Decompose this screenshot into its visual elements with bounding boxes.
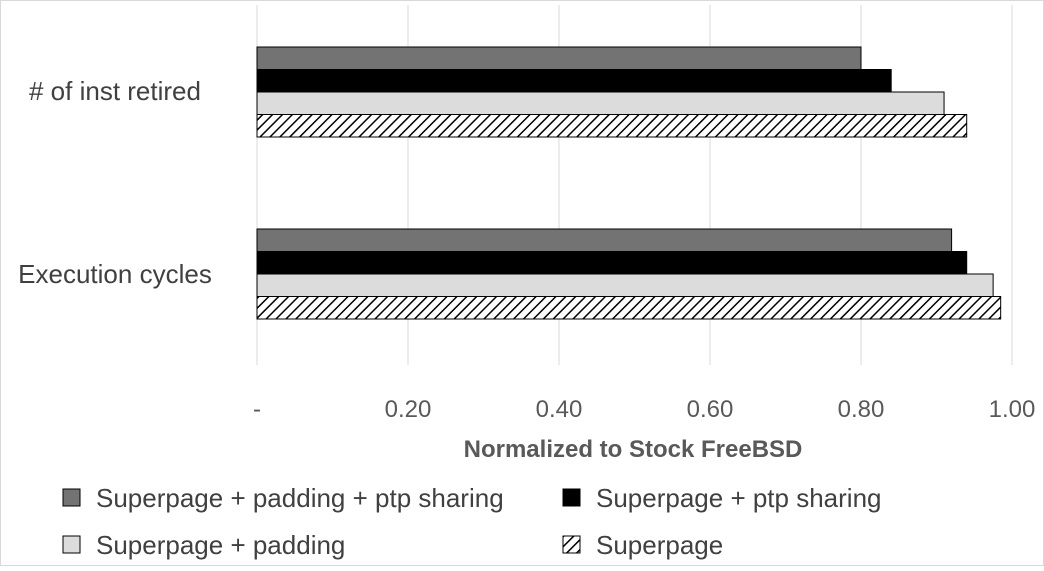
legend-label: Superpage + padding + ptp sharing [96, 483, 504, 513]
bars [256, 46, 1002, 320]
x-axis-title: Normalized to Stock FreeBSD [464, 436, 803, 463]
bar-superpage-padding-ptp-sharing [256, 228, 953, 252]
legend-label: Superpage [596, 530, 723, 560]
legend-swatch [62, 488, 81, 507]
category-label: # of inst retired [29, 76, 201, 106]
bar-superpage [256, 296, 1002, 320]
bar-superpage-ptp-sharing [256, 69, 892, 93]
x-tick-label: 0.20 [385, 396, 432, 423]
legend-swatch [62, 535, 81, 554]
legend-label: Superpage + padding [96, 530, 345, 560]
x-tick-label: 0.40 [536, 396, 583, 423]
x-tick-label: 0.60 [687, 396, 734, 423]
category-label: Execution cycles [18, 259, 212, 289]
x-tick-labels: - 0.20 0.40 0.60 0.80 1.00 [253, 396, 1035, 423]
legend-swatch [562, 535, 581, 554]
category-labels: # of inst retired Execution cycles [18, 76, 212, 289]
x-tick-label: - [253, 396, 261, 423]
legend-label: Superpage + ptp sharing [596, 483, 882, 513]
bar-superpage-padding [256, 273, 994, 297]
legend: Superpage + padding + ptp sharing Superpa… [62, 483, 882, 560]
bar-superpage [256, 114, 968, 138]
legend-swatch [562, 488, 581, 507]
bar-superpage-padding-ptp-sharing [256, 46, 862, 70]
bar-superpage-padding [256, 91, 945, 115]
x-tick-label: 0.80 [838, 396, 885, 423]
x-tick-label: 1.00 [989, 396, 1036, 423]
bar-superpage-ptp-sharing [256, 251, 968, 275]
